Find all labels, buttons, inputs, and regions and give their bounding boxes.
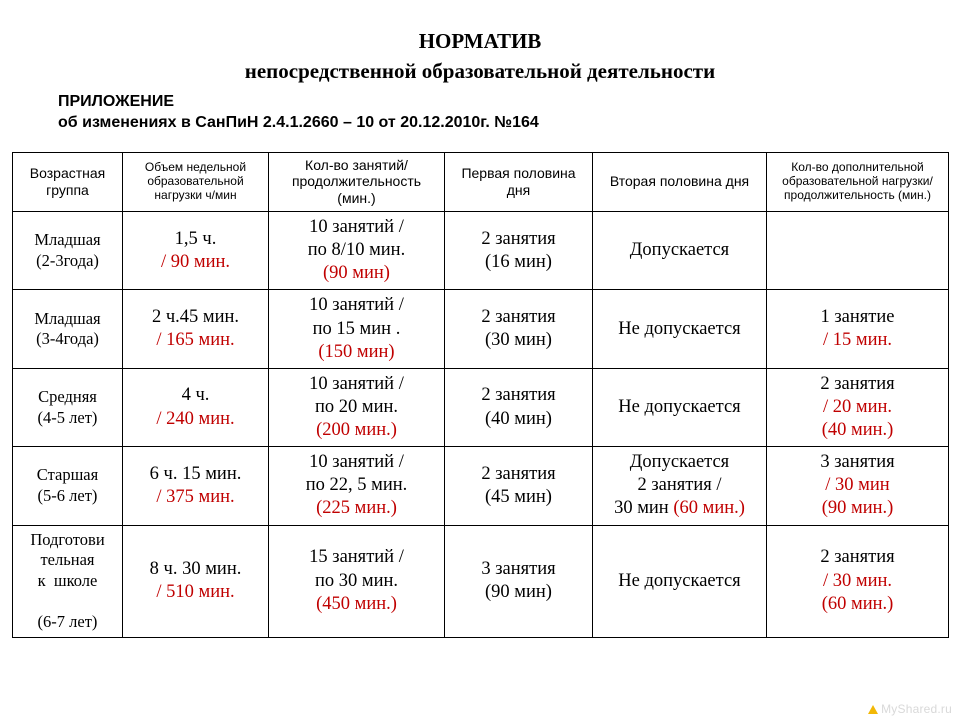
- cell-load: 2 ч.45 мин./ 165 мин.: [123, 290, 269, 368]
- cell-second-half: Не допускается: [593, 290, 767, 368]
- cell-second-half: Допускается2 занятия /30 мин (60 мин.): [593, 447, 767, 525]
- col-2-header: Объем недельной образовательной нагрузки…: [123, 152, 269, 211]
- table-body: Младшая(2-3года)1,5 ч./ 90 мин.10 заняти…: [13, 212, 949, 638]
- document-page: НОРМАТИВ непосредственной образовательно…: [0, 0, 960, 720]
- col-4-header: Первая половина дня: [445, 152, 593, 211]
- table-row: Средняя(4-5 лет)4 ч./ 240 мин.10 занятий…: [13, 368, 949, 446]
- appendix-line-1: ПРИЛОЖЕНИЕ: [58, 91, 950, 113]
- cell-count: 15 занятий /по 30 мин.(450 мин.): [269, 525, 445, 637]
- watermark-icon: [868, 705, 878, 714]
- cell-extra: [767, 212, 949, 290]
- cell-group: Младшая(2-3года): [13, 212, 123, 290]
- norms-table: Возрастная группа Объем недельной образо…: [12, 152, 949, 638]
- appendix-line-2: об изменениях в СанПиН 2.4.1.2660 – 10 о…: [58, 112, 950, 134]
- cell-extra: 3 занятия/ 30 мин(90 мин.): [767, 447, 949, 525]
- appendix-block: ПРИЛОЖЕНИЕ об изменениях в СанПиН 2.4.1.…: [58, 91, 950, 134]
- cell-load: 1,5 ч./ 90 мин.: [123, 212, 269, 290]
- cell-group: Средняя(4-5 лет): [13, 368, 123, 446]
- col-1-header: Возрастная группа: [13, 152, 123, 211]
- doc-title-2: непосредственной образовательной деятель…: [10, 58, 950, 84]
- cell-load: 6 ч. 15 мин./ 375 мин.: [123, 447, 269, 525]
- cell-first-half: 2 занятия(30 мин): [445, 290, 593, 368]
- watermark-text: MyShared.ru: [881, 702, 952, 716]
- col-5-header: Вторая половина дня: [593, 152, 767, 211]
- cell-first-half: 2 занятия(45 мин): [445, 447, 593, 525]
- cell-count: 10 занятий /по 20 мин.(200 мин.): [269, 368, 445, 446]
- table-row: Младшая(3-4года)2 ч.45 мин./ 165 мин.10 …: [13, 290, 949, 368]
- table-row: Младшая(2-3года)1,5 ч./ 90 мин.10 заняти…: [13, 212, 949, 290]
- cell-count: 10 занятий /по 15 мин .(150 мин): [269, 290, 445, 368]
- cell-second-half: Допускается: [593, 212, 767, 290]
- cell-group: Младшая(3-4года): [13, 290, 123, 368]
- cell-first-half: 2 занятия(16 мин): [445, 212, 593, 290]
- cell-count: 10 занятий /по 22, 5 мин.(225 мин.): [269, 447, 445, 525]
- cell-load: 8 ч. 30 мин./ 510 мин.: [123, 525, 269, 637]
- cell-load: 4 ч./ 240 мин.: [123, 368, 269, 446]
- doc-title-1: НОРМАТИВ: [10, 28, 950, 54]
- cell-extra: 1 занятие/ 15 мин.: [767, 290, 949, 368]
- col-6-header: Кол-во дополнительной образовательной на…: [767, 152, 949, 211]
- cell-second-half: Не допускается: [593, 368, 767, 446]
- table-row: Подготовительная к школе(6-7 лет)8 ч. 30…: [13, 525, 949, 637]
- table-row: Старшая(5-6 лет)6 ч. 15 мин./ 375 мин.10…: [13, 447, 949, 525]
- cell-count: 10 занятий /по 8/10 мин.(90 мин): [269, 212, 445, 290]
- cell-first-half: 3 занятия(90 мин): [445, 525, 593, 637]
- cell-extra: 2 занятия/ 20 мин.(40 мин.): [767, 368, 949, 446]
- cell-group: Старшая(5-6 лет): [13, 447, 123, 525]
- cell-second-half: Не допускается: [593, 525, 767, 637]
- col-3-header: Кол-во занятий/ продолжительность (мин.): [269, 152, 445, 211]
- table-header-row: Возрастная группа Объем недельной образо…: [13, 152, 949, 211]
- watermark: MyShared.ru: [868, 702, 952, 716]
- cell-first-half: 2 занятия(40 мин): [445, 368, 593, 446]
- cell-extra: 2 занятия/ 30 мин.(60 мин.): [767, 525, 949, 637]
- cell-group: Подготовительная к школе(6-7 лет): [13, 525, 123, 637]
